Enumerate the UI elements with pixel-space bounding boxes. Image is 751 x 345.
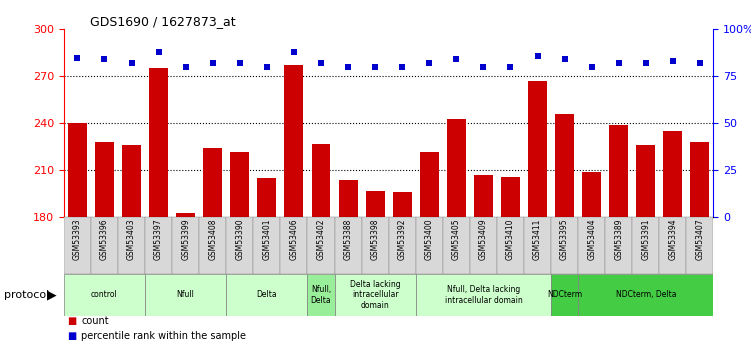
Text: GSM53403: GSM53403 xyxy=(127,218,136,260)
Text: GSM53404: GSM53404 xyxy=(587,218,596,260)
Bar xyxy=(334,274,416,316)
Bar xyxy=(366,191,385,345)
Bar xyxy=(605,217,632,274)
Text: GDS1690 / 1627873_at: GDS1690 / 1627873_at xyxy=(90,16,236,29)
Bar xyxy=(443,217,470,274)
Bar xyxy=(231,151,249,345)
Bar xyxy=(312,144,330,345)
Bar xyxy=(307,217,334,274)
Bar xyxy=(578,274,713,316)
Bar xyxy=(199,217,226,274)
Bar xyxy=(361,217,389,274)
Text: control: control xyxy=(91,290,118,299)
Bar xyxy=(416,217,443,274)
Text: GSM53397: GSM53397 xyxy=(154,218,163,260)
Text: Nfull, Delta lacking
intracellular domain: Nfull, Delta lacking intracellular domai… xyxy=(445,285,522,305)
Bar xyxy=(686,217,713,274)
Bar xyxy=(176,213,195,345)
Bar xyxy=(690,142,710,345)
Bar xyxy=(524,217,551,274)
Bar xyxy=(663,131,683,345)
Bar xyxy=(95,142,114,345)
Bar xyxy=(149,69,168,345)
Bar xyxy=(145,217,172,274)
Text: GSM53410: GSM53410 xyxy=(506,218,515,260)
Bar xyxy=(334,217,361,274)
Bar xyxy=(497,217,524,274)
Bar xyxy=(393,192,412,345)
Bar xyxy=(551,217,578,274)
Bar xyxy=(389,217,416,274)
Bar xyxy=(122,145,141,345)
Text: ■: ■ xyxy=(68,332,77,341)
Text: percentile rank within the sample: percentile rank within the sample xyxy=(81,332,246,341)
Text: GSM53408: GSM53408 xyxy=(208,218,217,260)
Bar xyxy=(226,217,253,274)
Text: GSM53398: GSM53398 xyxy=(370,218,379,260)
Text: GSM53393: GSM53393 xyxy=(73,218,82,260)
Bar xyxy=(578,217,605,274)
Bar xyxy=(551,274,578,316)
Text: GSM53394: GSM53394 xyxy=(668,218,677,260)
Text: GSM53399: GSM53399 xyxy=(181,218,190,260)
Bar xyxy=(68,123,87,345)
Bar xyxy=(474,175,493,345)
Text: Nfull,
Delta: Nfull, Delta xyxy=(311,285,331,305)
Bar xyxy=(64,217,91,274)
Bar xyxy=(226,274,307,316)
Bar xyxy=(420,151,439,345)
Text: ■: ■ xyxy=(68,316,77,326)
Text: NDCterm: NDCterm xyxy=(547,290,582,299)
Text: GSM53402: GSM53402 xyxy=(316,218,325,260)
Text: GSM53395: GSM53395 xyxy=(560,218,569,260)
Bar xyxy=(280,217,307,274)
Bar xyxy=(253,217,280,274)
Text: GSM53390: GSM53390 xyxy=(235,218,244,260)
Bar xyxy=(470,217,497,274)
Text: GSM53389: GSM53389 xyxy=(614,218,623,260)
Text: GSM53405: GSM53405 xyxy=(452,218,461,260)
Bar xyxy=(501,177,520,345)
Bar xyxy=(528,81,547,345)
Text: GSM53392: GSM53392 xyxy=(398,218,407,260)
Bar xyxy=(447,119,466,345)
Bar xyxy=(632,217,659,274)
Bar xyxy=(636,145,656,345)
Text: Delta lacking
intracellular
domain: Delta lacking intracellular domain xyxy=(350,280,400,310)
Text: GSM53396: GSM53396 xyxy=(100,218,109,260)
Bar xyxy=(285,65,303,345)
Bar xyxy=(582,172,601,345)
Bar xyxy=(339,180,357,345)
Text: GSM53411: GSM53411 xyxy=(533,218,542,260)
Bar xyxy=(258,178,276,345)
Bar xyxy=(172,217,199,274)
Text: GSM53407: GSM53407 xyxy=(695,218,704,260)
Text: GSM53406: GSM53406 xyxy=(289,218,298,260)
Text: ▶: ▶ xyxy=(47,288,57,302)
Bar xyxy=(204,148,222,345)
Bar xyxy=(659,217,686,274)
Text: GSM53409: GSM53409 xyxy=(479,218,488,260)
Bar xyxy=(91,217,118,274)
Bar xyxy=(64,274,145,316)
Text: GSM53391: GSM53391 xyxy=(641,218,650,260)
Text: Delta: Delta xyxy=(257,290,277,299)
Bar xyxy=(609,125,628,345)
Text: count: count xyxy=(81,316,109,326)
Bar xyxy=(416,274,551,316)
Text: Nfull: Nfull xyxy=(176,290,195,299)
Bar xyxy=(145,274,226,316)
Bar xyxy=(118,217,145,274)
Text: GSM53400: GSM53400 xyxy=(425,218,434,260)
Bar xyxy=(307,274,334,316)
Text: NDCterm, Delta: NDCterm, Delta xyxy=(616,290,676,299)
Text: protocol: protocol xyxy=(4,290,49,300)
Text: GSM53401: GSM53401 xyxy=(262,218,271,260)
Text: GSM53388: GSM53388 xyxy=(343,218,352,260)
Bar xyxy=(555,114,574,345)
